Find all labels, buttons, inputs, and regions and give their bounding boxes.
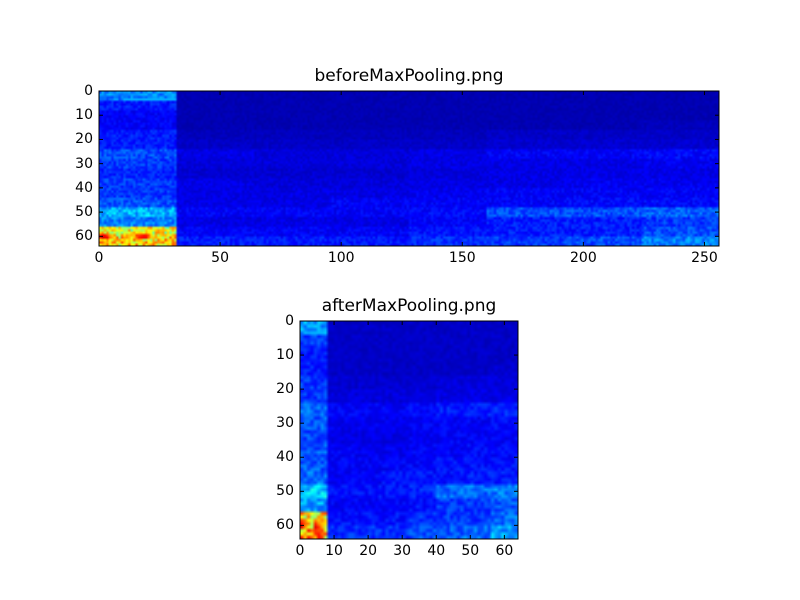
heatmap-axes-before: 0 50 100 150 200 250 0 10 20 30 40 50 60 — [75, 83, 720, 266]
x-tick-label: 50 — [211, 250, 230, 266]
x-tick-label: 20 — [359, 543, 378, 559]
y-tick-label: 10 — [75, 107, 93, 124]
chart-title-before: beforeMaxPooling.png — [314, 66, 504, 86]
x-tick-label: 100 — [327, 250, 355, 266]
axes-border — [98, 90, 720, 247]
x-tick-label: 150 — [448, 250, 476, 266]
x-tick-label: 250 — [691, 250, 718, 266]
x-tick-label: 30 — [393, 543, 412, 559]
y-tick-label: 40 — [276, 449, 294, 466]
y-tick-label: 60 — [276, 517, 294, 534]
y-tick-label: 50 — [276, 483, 294, 500]
x-tick-label: 10 — [325, 543, 343, 559]
axes-frame-after — [299, 320, 519, 540]
y-tick-label: 40 — [75, 179, 93, 196]
heatmap-image-before — [99, 91, 719, 246]
y-tick-label: 30 — [276, 415, 294, 432]
x-tick-label: 50 — [461, 543, 480, 559]
axes-border — [299, 320, 519, 540]
y-tick-label: 0 — [84, 83, 93, 99]
heatmap-axes-after: 0 10 20 30 40 50 60 0 10 20 30 40 50 60 — [276, 313, 519, 559]
chart-title-after: afterMaxPooling.png — [321, 296, 497, 316]
y-tick-label: 0 — [285, 313, 294, 329]
x-tick-label: 0 — [94, 250, 104, 266]
y-tick-label: 30 — [75, 155, 93, 172]
y-tick-label: 50 — [75, 204, 93, 221]
heatmap-image-after — [300, 321, 518, 539]
y-tick-label: 20 — [75, 131, 93, 148]
y-tick-label: 10 — [276, 347, 294, 364]
y-tick-label: 20 — [276, 381, 294, 398]
y-tick-label: 60 — [75, 228, 93, 245]
x-tick-label: 200 — [570, 250, 597, 266]
axes-frame-before — [98, 90, 720, 247]
x-tick-label: 0 — [295, 543, 305, 559]
x-tick-label: 40 — [427, 543, 446, 559]
x-tick-label: 60 — [495, 543, 514, 559]
